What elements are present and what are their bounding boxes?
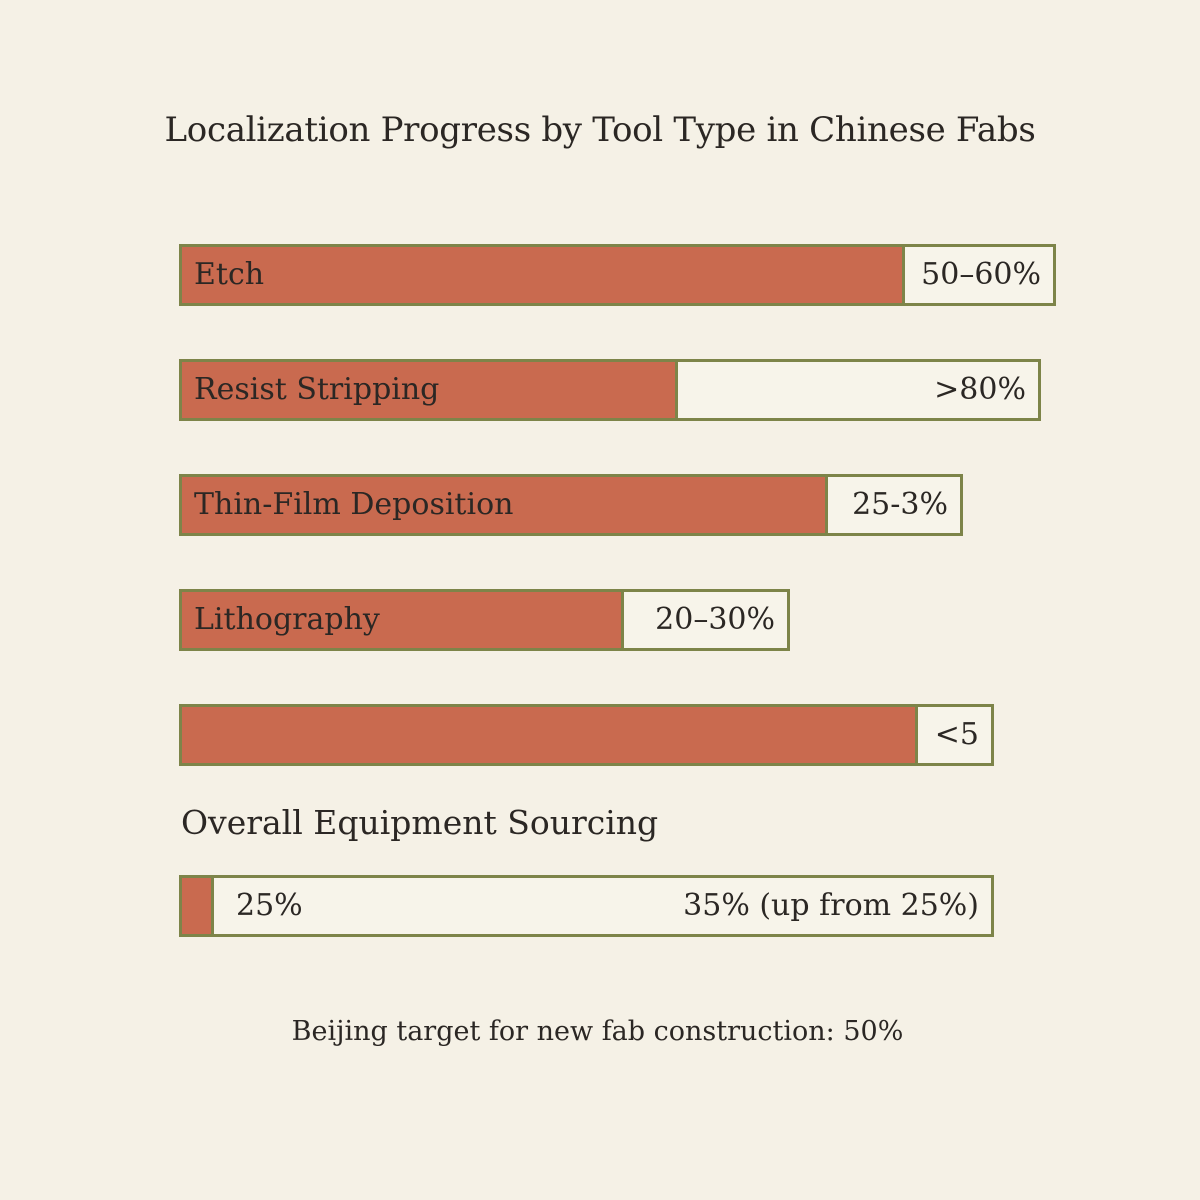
bar-fill: [182, 707, 919, 763]
bar-fill: [182, 592, 624, 648]
bar-2: Resist Stripping >80%: [179, 359, 1041, 421]
bar-label: Lithography: [194, 602, 380, 637]
overall-bar-fill: [182, 878, 215, 934]
overall-right-label: 35% (up from 25%): [683, 888, 979, 923]
bar-value-label: 20–30%: [655, 602, 775, 637]
chart-title: Localization Progress by Tool Type in Ch…: [164, 110, 1036, 150]
bar-label: Thin-Film Deposition: [194, 487, 514, 522]
bar-value-label: 25-3%: [852, 487, 948, 522]
overall-left-label: 25%: [236, 888, 303, 923]
bar-fill: [182, 247, 905, 303]
bar-label: Etch: [194, 257, 265, 292]
bar-5: <5: [179, 704, 994, 766]
bar-value-label: >80%: [934, 372, 1026, 407]
overall-bar: 25% 35% (up from 25%): [179, 875, 994, 937]
bar-1: Etch 50–60%: [179, 244, 1056, 306]
overall-section-title: Overall Equipment Sourcing: [181, 803, 659, 842]
bar-4: Lithography 20–30%: [179, 589, 790, 651]
bar-fill: [182, 477, 828, 533]
bar-fill: [182, 362, 679, 418]
footnote: Beijing target for new fab construction:…: [291, 1016, 904, 1047]
bar-value-label: <5: [934, 717, 979, 752]
bar-label: Resist Stripping: [194, 372, 440, 407]
bar-3: Thin-Film Deposition 25-3%: [179, 474, 963, 536]
bar-value-label: 50–60%: [921, 257, 1041, 292]
